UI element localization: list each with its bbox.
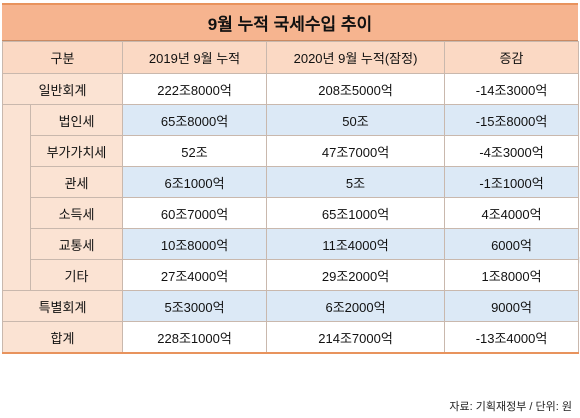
value-2020: 50조 xyxy=(266,104,446,136)
row-label: 특별회계 xyxy=(1,290,124,322)
value-2019: 222조8000억 xyxy=(122,73,268,105)
value-2019: 5조3000억 xyxy=(122,290,268,322)
indent-gutter xyxy=(2,104,31,136)
row-label: 일반회계 xyxy=(1,73,124,105)
value-2019: 60조7000억 xyxy=(122,197,268,229)
value-2020: 11조4000억 xyxy=(266,228,446,260)
value-2020: 5조 xyxy=(266,166,446,198)
indent-gutter xyxy=(2,166,31,198)
indent-gutter xyxy=(2,259,31,291)
value-change: 6000억 xyxy=(444,228,580,260)
table-row-customs: 관세 6조1000억 5조 -1조1000억 xyxy=(2,166,580,198)
table-row-transport-tax: 교통세 10조8000억 11조4000억 6000억 xyxy=(2,228,580,260)
value-change: -14조3000억 xyxy=(444,73,580,105)
value-change: -4조3000억 xyxy=(444,135,580,167)
table-row-income-tax: 소득세 60조7000억 65조1000억 4조4000억 xyxy=(2,197,580,229)
value-change: -1조1000억 xyxy=(444,166,580,198)
value-2019: 27조4000억 xyxy=(122,259,268,291)
header-category: 구분 xyxy=(1,41,124,74)
header-2020: 2020년 9월 누적(잠정) xyxy=(266,41,446,74)
table-row-total: 합계 228조1000억 214조7000억 -13조4000억 xyxy=(1,321,580,354)
indent-gutter xyxy=(2,135,31,167)
row-label: 교통세 xyxy=(29,228,124,260)
value-2020: 6조2000억 xyxy=(266,290,446,322)
value-2019: 6조1000억 xyxy=(122,166,268,198)
tax-revenue-table-panel: 9월 누적 국세수입 추이 구분 2019년 9월 누적 2020년 9월 누적… xyxy=(1,3,580,354)
row-label: 기타 xyxy=(29,259,124,291)
indent-gutter xyxy=(2,228,31,260)
row-label: 소득세 xyxy=(29,197,124,229)
value-change: -13조4000억 xyxy=(444,321,580,354)
tax-revenue-table: 구분 2019년 9월 누적 2020년 9월 누적(잠정) 증감 일반회계 2… xyxy=(1,41,580,354)
table-row-corporate-tax: 법인세 65조8000억 50조 -15조8000억 xyxy=(2,104,580,136)
row-label: 부가가치세 xyxy=(29,135,124,167)
row-label: 관세 xyxy=(29,166,124,198)
value-change: 9000억 xyxy=(444,290,580,322)
value-2020: 47조7000억 xyxy=(266,135,446,167)
value-change: 4조4000억 xyxy=(444,197,580,229)
header-change: 증감 xyxy=(444,41,580,74)
table-row-special-account: 특별회계 5조3000억 6조2000억 9000억 xyxy=(1,290,580,322)
source-note: 자료: 기획재정부 / 단위: 원 xyxy=(449,401,572,413)
value-2019: 228조1000억 xyxy=(122,321,268,354)
value-change: 1조8000억 xyxy=(444,259,580,291)
value-2019: 65조8000억 xyxy=(122,104,268,136)
table-row-general-account: 일반회계 222조8000억 208조5000억 -14조3000억 xyxy=(1,73,580,105)
value-2020: 214조7000억 xyxy=(266,321,446,354)
value-2019: 10조8000억 xyxy=(122,228,268,260)
value-2019: 52조 xyxy=(122,135,268,167)
header-2019: 2019년 9월 누적 xyxy=(122,41,268,74)
value-2020: 208조5000억 xyxy=(266,73,446,105)
header-row: 구분 2019년 9월 누적 2020년 9월 누적(잠정) 증감 xyxy=(1,41,580,74)
table-title: 9월 누적 국세수입 추이 xyxy=(2,3,578,41)
value-2020: 29조2000억 xyxy=(266,259,446,291)
value-2020: 65조1000억 xyxy=(266,197,446,229)
row-label: 합계 xyxy=(1,321,124,354)
table-row-other: 기타 27조4000억 29조2000억 1조8000억 xyxy=(2,259,580,291)
value-change: -15조8000억 xyxy=(444,104,580,136)
row-label: 법인세 xyxy=(29,104,124,136)
indent-gutter xyxy=(2,197,31,229)
table-row-vat: 부가가치세 52조 47조7000억 -4조3000억 xyxy=(2,135,580,167)
